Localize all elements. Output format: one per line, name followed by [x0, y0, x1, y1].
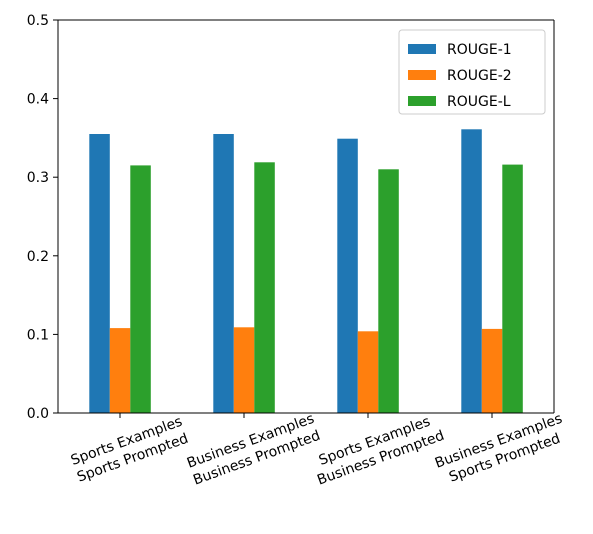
legend-label: ROUGE-L: [447, 94, 511, 110]
axes-layer: [57, 19, 555, 414]
bar-rouge-2-2: [233, 327, 255, 413]
legend-label: ROUGE-2: [447, 68, 512, 84]
bar-rouge-1-4: [461, 129, 482, 414]
legend: ROUGE-1 ROUGE-2 ROUGE-L: [398, 29, 546, 115]
bar-rouge-l-4: [502, 164, 523, 413]
bar-rouge-l-2: [254, 162, 275, 413]
y-tick-label: 0.1: [27, 327, 49, 343]
y-tick-label: 0.0: [27, 406, 49, 422]
bar-rouge-l-1: [130, 165, 151, 413]
y-tick-label: 0.5: [27, 13, 49, 29]
legend-swatch-rouge-1: [408, 44, 436, 54]
bar-rouge-l-3: [378, 169, 399, 413]
y-tick-label: 0.4: [27, 92, 49, 108]
bar-rouge-1-1: [89, 134, 110, 413]
bar-rouge-2-1: [109, 328, 131, 413]
bar-rouge-1-3: [337, 138, 358, 413]
bars-layer: [89, 129, 523, 414]
bar-rouge-1-2: [213, 134, 234, 413]
y-tick-label: 0.3: [27, 170, 49, 186]
legend-label: ROUGE-1: [447, 42, 512, 58]
legend-swatch-rouge-2: [408, 70, 436, 80]
legend-swatch-rouge-l: [408, 96, 436, 106]
bar-rouge-2-3: [357, 331, 379, 413]
bar-rouge-2-4: [481, 328, 503, 413]
y-tick-label: 0.2: [27, 249, 49, 265]
